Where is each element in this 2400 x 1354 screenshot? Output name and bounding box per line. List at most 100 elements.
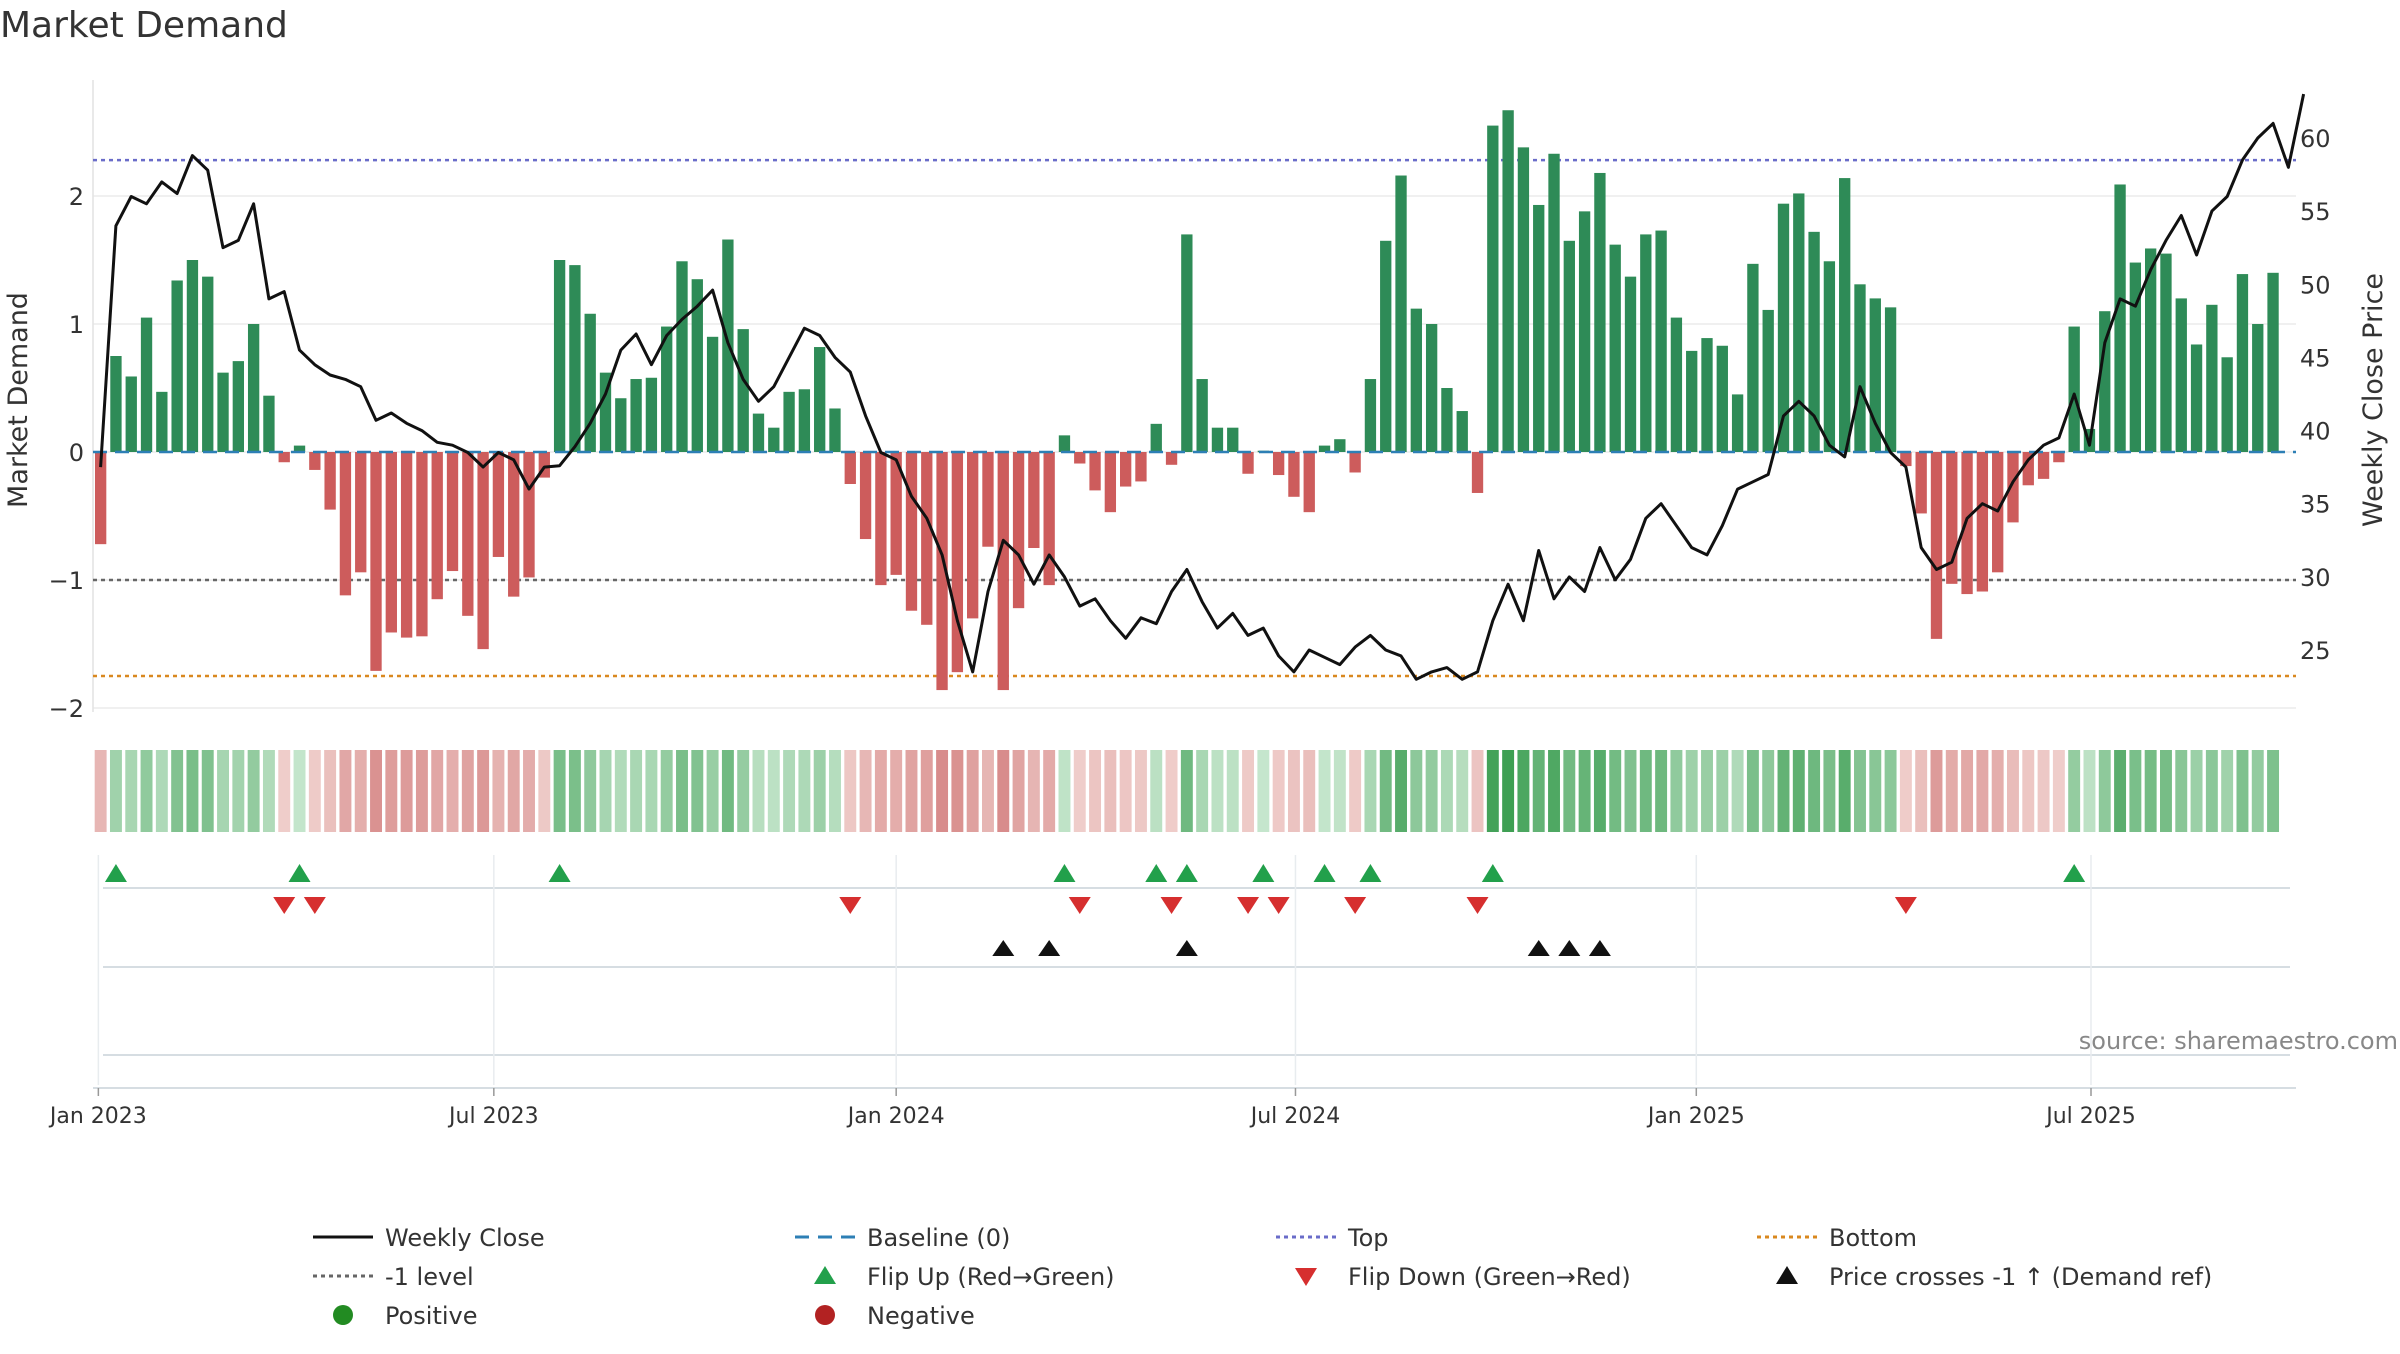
demand-heat-cell (155, 750, 168, 832)
demand-heat-cell (507, 750, 520, 832)
demand-heat-cell (813, 750, 826, 832)
demand-heat-cell (1073, 750, 1086, 832)
date-tick-label: Jul 2024 (1249, 1104, 1341, 1129)
demand-heat-cell (584, 750, 597, 832)
demand-bar (615, 398, 627, 452)
demand-bar (1915, 452, 1927, 514)
demand-bar (921, 452, 933, 625)
demand-heat-cell (1517, 750, 1530, 832)
demand-heat-cell (1089, 750, 1102, 832)
legend-item: Bottom (1757, 1224, 1917, 1252)
demand-heat-cell (339, 750, 352, 832)
demand-heat-cell (1211, 750, 1224, 832)
demand-bar (1303, 452, 1315, 513)
demand-heat-cell (1869, 750, 1882, 832)
demand-heat-cell (568, 750, 581, 832)
demand-bar (645, 377, 658, 452)
flip-down-marker (273, 897, 296, 914)
date-tick-label: Jul 2025 (2044, 1104, 2136, 1129)
demand-heat-cell (1318, 750, 1331, 832)
demand-bar (783, 391, 795, 452)
demand-bar (2267, 272, 2279, 452)
demand-bar (110, 356, 122, 452)
demand-heat-cell (2083, 750, 2096, 832)
left-axis-tick-label: 0 (69, 439, 84, 467)
date-tick-label: Jan 2024 (846, 1104, 945, 1129)
demand-bar (446, 452, 459, 572)
demand-heat-cell (232, 750, 245, 832)
demand-bar (217, 372, 229, 452)
flip-up-marker (1175, 864, 1198, 882)
demand-heat-cell (2251, 750, 2264, 832)
date-tick-label: Jan 2025 (1646, 1104, 1745, 1129)
demand-heat-cell (1670, 750, 1683, 832)
demand-heat-cell (1854, 750, 1866, 832)
demand-heat-cell (1058, 750, 1071, 832)
demand-heat-cell (706, 750, 719, 832)
demand-heat-cell (1593, 750, 1606, 832)
demand-bar (1318, 445, 1331, 452)
demand-bar (2190, 344, 2203, 452)
legend-swatch-triangle-down (1295, 1268, 1317, 1286)
demand-heat-cell (1838, 750, 1851, 832)
demand-bar (1502, 110, 1514, 453)
demand-heat-cell (1823, 750, 1836, 832)
demand-bar (1165, 452, 1178, 465)
demand-bar (1074, 452, 1086, 464)
demand-heat-cell (2037, 750, 2050, 832)
demand-heat-cell (2236, 750, 2249, 832)
demand-bar (1471, 452, 1484, 493)
demand-bar (1028, 452, 1040, 548)
demand-bar (385, 452, 397, 633)
demand-heat-cell (1134, 750, 1147, 832)
demand-bar (1043, 452, 1055, 586)
flip-up-marker (1145, 864, 1168, 882)
demand-bar (859, 452, 872, 540)
demand-bar (232, 361, 244, 452)
demand-heat-cell (1119, 750, 1132, 832)
demand-bar (814, 347, 826, 452)
demand-heat-cell (1746, 750, 1759, 832)
demand-bar (2053, 452, 2065, 463)
legend-item: Top (1276, 1224, 1389, 1252)
demand-bar (997, 452, 1009, 691)
demand-heat-cell (446, 750, 459, 832)
demand-heat-cell (523, 750, 535, 832)
demand-heat-cell (201, 750, 214, 832)
demand-bar (2236, 274, 2249, 452)
demand-bar (2022, 452, 2034, 486)
demand-bar (584, 313, 596, 452)
legend-item: -1 level (313, 1263, 474, 1291)
demand-bar (1288, 452, 1300, 497)
demand-bar (1364, 379, 1377, 452)
demand-bar (1854, 284, 1866, 452)
demand-heat-cell (1792, 750, 1805, 832)
demand-bar (1900, 452, 1912, 467)
legend-label: Baseline (0) (867, 1224, 1010, 1252)
flip-up-marker (548, 864, 571, 882)
demand-bar (1609, 244, 1621, 452)
demand-bar (416, 452, 428, 637)
demand-heat-cell (1563, 750, 1576, 832)
flip-down-marker (1237, 897, 1260, 914)
demand-heat-cell (1349, 750, 1362, 832)
demand-bar (1135, 452, 1147, 482)
demand-bar (737, 329, 749, 452)
flip-up-marker (2063, 864, 2086, 882)
demand-heat-cell (2190, 750, 2203, 832)
demand-bar (1104, 452, 1117, 513)
demand-bar (278, 452, 290, 463)
chart-title: Market Demand (0, 5, 288, 46)
demand-heat-cell (217, 750, 229, 832)
demand-bar (1456, 411, 1468, 452)
demand-heat-cell (982, 750, 994, 832)
right-axis-tick-label: 35 (2300, 491, 2331, 519)
demand-bar (1425, 324, 1438, 452)
demand-heat-cell (2052, 750, 2065, 832)
demand-bar (1548, 153, 1560, 452)
demand-bar (599, 372, 612, 452)
demand-heat-cell (1180, 750, 1193, 832)
demand-bar (691, 279, 703, 452)
demand-heat-cell (951, 750, 964, 832)
demand-heat-cell (553, 750, 566, 832)
